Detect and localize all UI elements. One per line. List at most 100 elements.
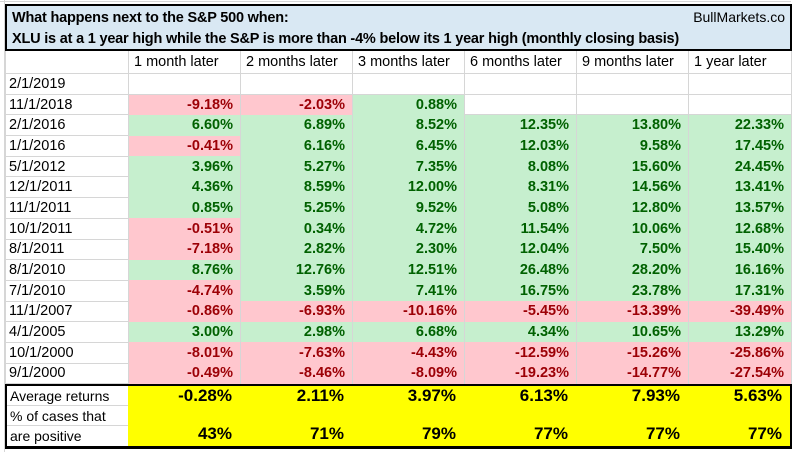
column-header[interactable]: 2 months later <box>240 51 353 74</box>
value-cell[interactable]: -4.74% <box>128 280 241 302</box>
date-cell[interactable]: 12/1/2011 <box>5 176 129 199</box>
value-cell[interactable]: 3.59% <box>240 280 353 302</box>
date-cell[interactable]: 11/1/2011 <box>5 197 129 219</box>
value-cell[interactable]: 13.57% <box>688 197 792 219</box>
date-cell[interactable]: 7/1/2010 <box>5 280 129 302</box>
value-cell[interactable]: 7.41% <box>352 280 465 302</box>
value-cell[interactable] <box>352 73 465 95</box>
value-cell[interactable]: 22.33% <box>688 114 792 136</box>
date-cell[interactable]: 11/1/2018 <box>5 94 129 116</box>
value-cell[interactable]: -0.41% <box>128 135 241 157</box>
value-cell[interactable]: 12.51% <box>352 259 465 281</box>
date-cell[interactable]: 2/1/2019 <box>5 73 129 95</box>
value-cell[interactable]: 12.68% <box>688 218 792 239</box>
value-cell[interactable]: -13.39% <box>576 301 689 322</box>
value-cell[interactable]: 10.65% <box>576 321 689 343</box>
value-cell[interactable]: -25.86% <box>688 342 792 364</box>
average-value-cell[interactable]: 6.13% <box>464 386 576 406</box>
date-cell[interactable]: 11/1/2007 <box>5 301 129 323</box>
value-cell[interactable]: 23.78% <box>576 280 689 302</box>
value-cell[interactable]: 0.34% <box>240 218 353 239</box>
value-cell[interactable]: 4.72% <box>352 218 465 239</box>
value-cell[interactable]: 16.75% <box>464 280 577 302</box>
value-cell[interactable]: -8.01% <box>128 342 241 364</box>
value-cell[interactable]: 9.58% <box>576 135 689 157</box>
column-header[interactable]: 6 months later <box>464 51 577 74</box>
column-header[interactable]: 3 months later <box>352 51 465 74</box>
percent-positive-value-cell[interactable]: 71% <box>240 406 352 446</box>
value-cell[interactable]: 12.04% <box>464 239 577 260</box>
value-cell[interactable]: 3.00% <box>128 321 241 343</box>
value-cell[interactable]: 12.76% <box>240 259 353 281</box>
column-header[interactable]: 9 months later <box>576 51 689 74</box>
value-cell[interactable]: 15.60% <box>576 156 689 177</box>
date-cell[interactable]: 4/1/2005 <box>5 321 129 343</box>
value-cell[interactable]: -12.59% <box>464 342 577 364</box>
percent-positive-value-cell[interactable]: 43% <box>128 406 240 446</box>
percent-positive-value-cell[interactable]: 77% <box>464 406 576 446</box>
value-cell[interactable]: 6.89% <box>240 114 353 136</box>
value-cell[interactable]: 8.31% <box>464 176 577 198</box>
value-cell[interactable]: 17.45% <box>688 135 792 157</box>
average-value-cell[interactable]: 3.97% <box>352 386 464 406</box>
value-cell[interactable]: 6.45% <box>352 135 465 157</box>
percent-positive-value-cell[interactable]: 79% <box>352 406 464 446</box>
value-cell[interactable]: -39.49% <box>688 301 792 322</box>
value-cell[interactable]: 17.31% <box>688 280 792 302</box>
value-cell[interactable] <box>464 94 577 116</box>
value-cell[interactable]: 8.08% <box>464 156 577 177</box>
value-cell[interactable]: -9.18% <box>128 94 241 115</box>
percent-positive-label-line2[interactable]: are positive <box>7 426 128 446</box>
value-cell[interactable] <box>576 94 689 116</box>
value-cell[interactable]: 7.50% <box>576 239 689 260</box>
value-cell[interactable]: -0.86% <box>128 301 241 322</box>
value-cell[interactable]: 13.41% <box>688 176 792 198</box>
value-cell[interactable]: 2.82% <box>240 239 353 260</box>
column-header[interactable]: 1 month later <box>128 51 241 74</box>
average-value-cell[interactable]: -0.28% <box>128 386 240 406</box>
column-header[interactable]: 1 year later <box>688 51 792 74</box>
value-cell[interactable]: 5.27% <box>240 156 353 177</box>
date-column-header[interactable] <box>5 51 129 74</box>
value-cell[interactable]: -8.09% <box>352 363 465 384</box>
value-cell[interactable]: 6.60% <box>128 114 241 136</box>
value-cell[interactable]: 6.16% <box>240 135 353 157</box>
value-cell[interactable] <box>240 73 353 95</box>
value-cell[interactable]: 14.56% <box>576 176 689 198</box>
value-cell[interactable]: 0.88% <box>352 94 465 115</box>
value-cell[interactable]: 3.96% <box>128 156 241 177</box>
average-value-cell[interactable]: 5.63% <box>688 386 790 406</box>
value-cell[interactable]: -5.45% <box>464 301 577 322</box>
value-cell[interactable] <box>128 73 241 95</box>
brand-link[interactable]: BullMarkets.co <box>693 9 785 25</box>
value-cell[interactable]: 13.29% <box>688 321 792 343</box>
value-cell[interactable]: 11.54% <box>464 218 577 239</box>
date-cell[interactable]: 1/1/2016 <box>5 135 129 157</box>
value-cell[interactable]: -0.49% <box>128 363 241 384</box>
value-cell[interactable]: 16.16% <box>688 259 792 281</box>
date-cell[interactable]: 8/1/2011 <box>5 239 129 261</box>
value-cell[interactable]: -14.77% <box>576 363 689 384</box>
value-cell[interactable]: -19.23% <box>464 363 577 384</box>
value-cell[interactable]: 2.30% <box>352 239 465 260</box>
percent-positive-label-line1[interactable]: % of cases that <box>7 406 128 426</box>
value-cell[interactable]: 12.03% <box>464 135 577 157</box>
value-cell[interactable]: 4.34% <box>464 321 577 343</box>
percent-positive-value-cell[interactable]: 77% <box>576 406 688 446</box>
date-cell[interactable]: 10/1/2011 <box>5 218 129 240</box>
value-cell[interactable]: 8.52% <box>352 114 465 136</box>
value-cell[interactable]: -15.26% <box>576 342 689 364</box>
value-cell[interactable]: 8.59% <box>240 176 353 198</box>
value-cell[interactable]: 28.20% <box>576 259 689 281</box>
value-cell[interactable]: 5.25% <box>240 197 353 219</box>
value-cell[interactable]: 5.08% <box>464 197 577 219</box>
value-cell[interactable]: -2.03% <box>240 94 353 115</box>
date-cell[interactable]: 9/1/2000 <box>5 363 129 385</box>
date-cell[interactable]: 2/1/2016 <box>5 114 129 137</box>
value-cell[interactable]: 12.00% <box>352 176 465 198</box>
value-cell[interactable]: -4.43% <box>352 342 465 364</box>
average-returns-label[interactable]: Average returns <box>7 386 128 406</box>
average-value-cell[interactable]: 2.11% <box>240 386 352 406</box>
value-cell[interactable]: 6.68% <box>352 321 465 343</box>
value-cell[interactable]: 0.85% <box>128 197 241 219</box>
